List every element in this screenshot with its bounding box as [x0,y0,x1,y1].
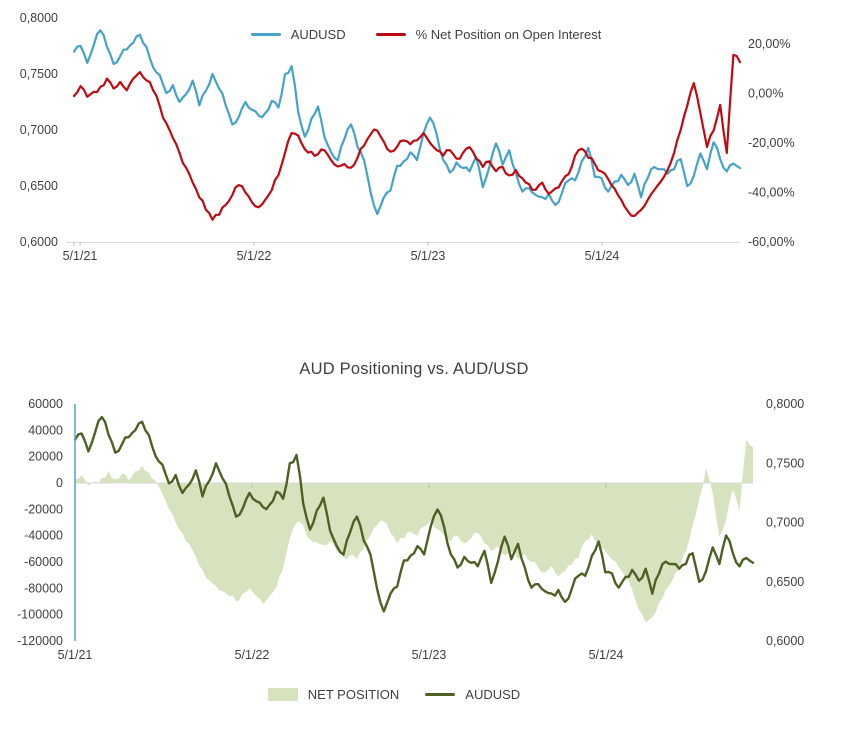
top-y-right-tick-label: 0,00% [748,86,783,100]
bottom-y-left-tick-label: -20000 [24,502,63,516]
legend-label-audusd-bottom: AUDUSD [465,687,521,702]
bottom-y-left-tick-label: 0 [56,476,63,490]
top-y-left-tick-label: 0,8000 [20,11,58,25]
top-y-right-tick-label: -20,00% [748,136,795,150]
net-position-area-swatch [267,688,298,701]
top-x-tick-label: 5/1/24 [585,249,620,263]
audusd-line-bottom [73,415,755,613]
bottom-chart-legend: NET POSITION AUDUSD [0,687,788,702]
legend-label-audusd-top: AUDUSD [290,27,346,42]
pct-net-position-line [72,53,742,221]
top-y-left-tick-label: 0,7000 [20,123,58,137]
bottom-y-right-tick-label: 0,7000 [766,516,804,530]
bottom-y-left-tick-label: -80000 [24,581,63,595]
top-chart-legend: AUDUSD % Net Position on Open Interest [0,27,852,42]
bottom-y-right-tick-label: 0,8000 [766,397,804,411]
bottom-y-left-tick-label: 60000 [28,397,63,411]
bottom-x-tick-label: 5/1/23 [412,648,447,662]
net-position-area [75,439,753,623]
bottom-y-left-tick-label: -60000 [24,555,63,569]
audusd-olive-line-swatch [425,692,456,697]
legend-item-net-position: NET POSITION [267,687,400,702]
legend-label-net-position: NET POSITION [307,687,400,702]
bottom-y-right-tick-label: 0,6500 [766,575,804,589]
bottom-y-left-tick-label: -120000 [17,634,63,648]
bottom-y-right-tick-label: 0,7500 [766,456,804,470]
top-y-left-tick-label: 0,7500 [20,67,58,81]
pct-net-position-line-swatch [375,32,406,37]
top-y-right-tick-label: -60,00% [748,235,795,249]
legend-item-audusd-bottom: AUDUSD [425,687,520,702]
bottom-y-right-tick-label: 0,6000 [766,634,804,648]
legend-label-pct-net-position: % Net Position on Open Interest [415,27,602,42]
top-y-right-tick-label: 20,00% [748,37,790,51]
top-y-left-tick-label: 0,6500 [20,179,58,193]
legend-item-audusd-top: AUDUSD [250,27,346,42]
top-y-left-tick-label: 0,6000 [20,235,58,249]
top-y-right-tick-label: -40,00% [748,185,795,199]
bottom-y-left-tick-label: -100000 [17,608,63,622]
bottom-x-tick-label: 5/1/22 [235,648,270,662]
bottom-y-left-tick-label: 20000 [28,450,63,464]
top-x-tick-label: 5/1/22 [237,249,272,263]
top-x-tick-label: 5/1/23 [411,249,446,263]
legend-item-pct-net-position: % Net Position on Open Interest [375,27,602,42]
bottom-x-tick-label: 5/1/21 [58,648,93,662]
audusd-line-top [72,29,742,216]
bottom-y-left-tick-label: 40000 [28,423,63,437]
bottom-x-tick-label: 5/1/24 [589,648,624,662]
audusd-line-swatch [250,32,281,37]
bottom-chart-title: AUD Positioning vs. AUD/USD [299,360,529,378]
top-x-tick-label: 5/1/21 [63,249,98,263]
bottom-y-left-tick-label: -40000 [24,529,63,543]
